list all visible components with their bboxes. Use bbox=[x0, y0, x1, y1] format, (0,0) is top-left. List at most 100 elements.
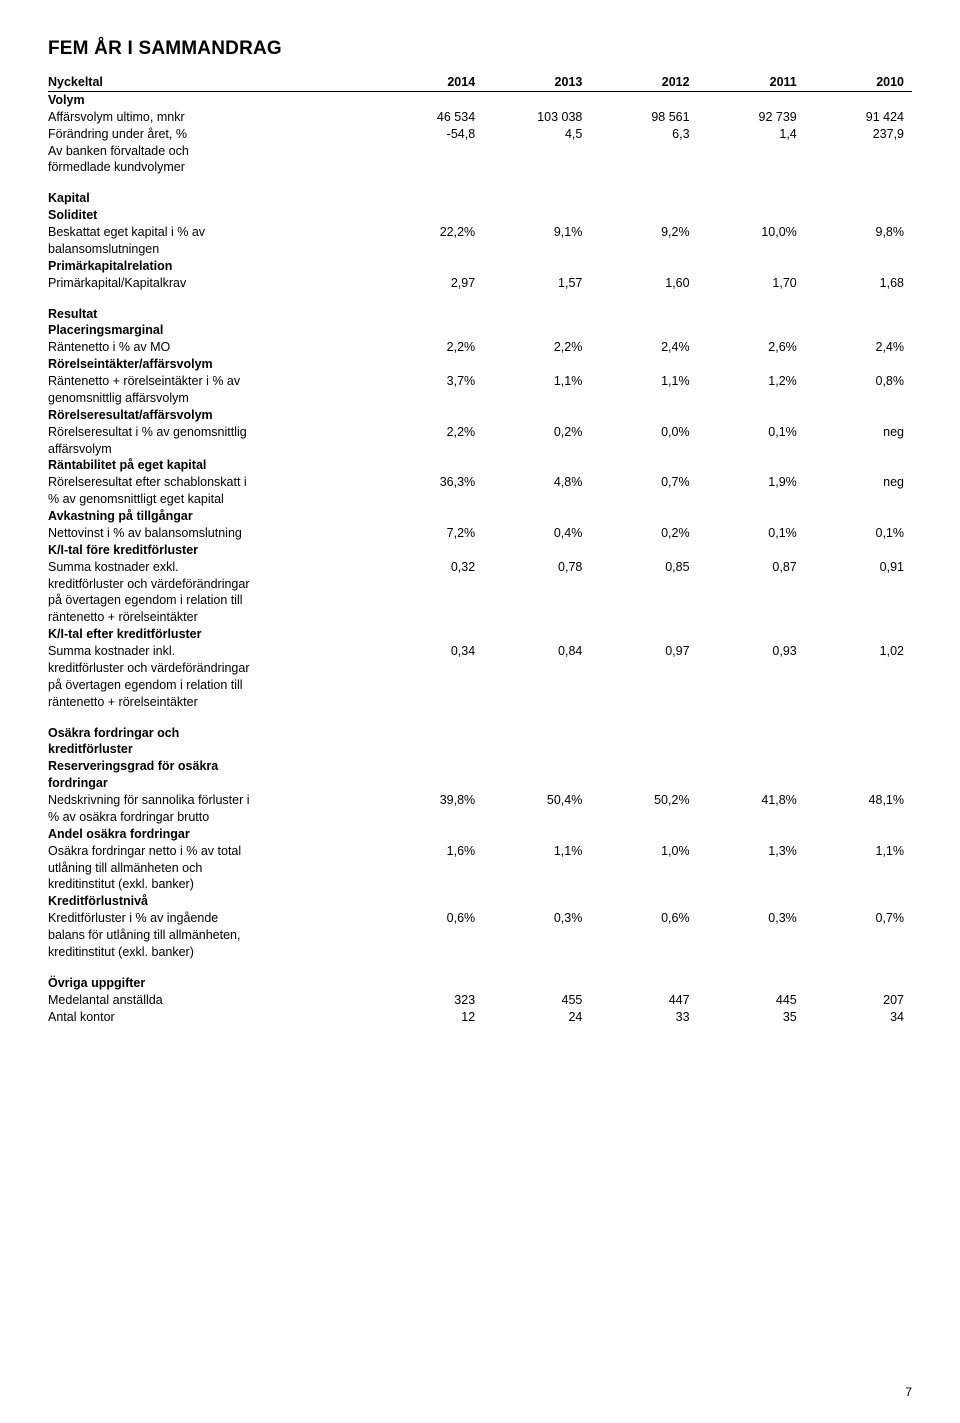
cell-value bbox=[590, 609, 697, 626]
cell-value: 447 bbox=[590, 992, 697, 1009]
cell-value bbox=[483, 258, 590, 275]
cell-value: 4,5 bbox=[483, 126, 590, 143]
table-row: kreditinstitut (exkl. banker) bbox=[48, 876, 912, 893]
cell-value: 2,97 bbox=[376, 275, 483, 292]
table-row: Nedskrivning för sannolika förluster i39… bbox=[48, 792, 912, 809]
row-label: Beskattat eget kapital i % av bbox=[48, 224, 376, 241]
cell-value: 0,93 bbox=[698, 643, 805, 660]
cell-value bbox=[805, 677, 912, 694]
table-row: Kreditförlustnivå bbox=[48, 893, 912, 910]
cell-value bbox=[590, 143, 697, 160]
cell-value bbox=[376, 143, 483, 160]
cell-value: 7,2% bbox=[376, 525, 483, 542]
table-row: K/I-tal efter kreditförluster bbox=[48, 626, 912, 643]
cell-value bbox=[376, 491, 483, 508]
cell-value bbox=[590, 576, 697, 593]
row-label: Rörelseresultat efter schablonskatt i bbox=[48, 474, 376, 491]
cell-value bbox=[590, 258, 697, 275]
cell-value bbox=[805, 322, 912, 339]
cell-value bbox=[698, 694, 805, 711]
section-heading: Resultat bbox=[48, 306, 376, 323]
cell-value bbox=[376, 592, 483, 609]
cell-value: 1,70 bbox=[698, 275, 805, 292]
col-header-year: 2012 bbox=[590, 74, 697, 91]
cell-value bbox=[376, 457, 483, 474]
cell-value bbox=[376, 775, 483, 792]
table-row: Andel osäkra fordringar bbox=[48, 826, 912, 843]
cell-value bbox=[483, 609, 590, 626]
cell-value bbox=[590, 407, 697, 424]
cell-value: 2,2% bbox=[483, 339, 590, 356]
section-heading: Kapital bbox=[48, 190, 376, 207]
row-label: Nettovinst i % av balansomslutning bbox=[48, 525, 376, 542]
row-label: K/I-tal före kreditförluster bbox=[48, 542, 376, 559]
cell-value bbox=[376, 626, 483, 643]
cell-value bbox=[698, 508, 805, 525]
cell-value: 9,1% bbox=[483, 224, 590, 241]
cell-value bbox=[698, 241, 805, 258]
cell-value bbox=[698, 258, 805, 275]
cell-value bbox=[805, 407, 912, 424]
cell-value bbox=[590, 356, 697, 373]
cell-value bbox=[805, 741, 912, 758]
row-label: % av osäkra fordringar brutto bbox=[48, 809, 376, 826]
table-row: Summa kostnader inkl.0,340,840,970,931,0… bbox=[48, 643, 912, 660]
key-figures-table: Nyckeltal20142013201220112010VolymAffärs… bbox=[48, 74, 912, 1025]
cell-value bbox=[698, 542, 805, 559]
cell-value bbox=[483, 390, 590, 407]
row-label: räntenetto + rörelseintäkter bbox=[48, 694, 376, 711]
table-row: balansomslutningen bbox=[48, 241, 912, 258]
cell-value bbox=[376, 876, 483, 893]
cell-value: 455 bbox=[483, 992, 590, 1009]
row-label: % av genomsnittligt eget kapital bbox=[48, 491, 376, 508]
section-heading: Övriga uppgifter bbox=[48, 975, 376, 992]
cell-value: -54,8 bbox=[376, 126, 483, 143]
row-label: balansomslutningen bbox=[48, 241, 376, 258]
cell-value bbox=[698, 809, 805, 826]
row-label: förmedlade kundvolymer bbox=[48, 159, 376, 176]
cell-value: 1,57 bbox=[483, 275, 590, 292]
cell-value bbox=[483, 725, 590, 742]
cell-value bbox=[483, 143, 590, 160]
table-row: räntenetto + rörelseintäkter bbox=[48, 694, 912, 711]
cell-value bbox=[590, 775, 697, 792]
row-label: Antal kontor bbox=[48, 1009, 376, 1026]
row-label: Affärsvolym ultimo, mnkr bbox=[48, 109, 376, 126]
cell-value bbox=[805, 190, 912, 207]
col-header-year: 2013 bbox=[483, 74, 590, 91]
cell-value: 0,84 bbox=[483, 643, 590, 660]
cell-value bbox=[483, 91, 590, 108]
cell-value bbox=[376, 741, 483, 758]
row-label: på övertagen egendom i relation till bbox=[48, 592, 376, 609]
cell-value bbox=[698, 390, 805, 407]
cell-value bbox=[590, 741, 697, 758]
cell-value bbox=[376, 860, 483, 877]
cell-value bbox=[590, 860, 697, 877]
cell-value bbox=[483, 190, 590, 207]
table-row: kreditförluster och värdeförändringar bbox=[48, 660, 912, 677]
cell-value bbox=[376, 441, 483, 458]
cell-value bbox=[805, 207, 912, 224]
cell-value bbox=[483, 694, 590, 711]
cell-value bbox=[376, 975, 483, 992]
row-label: kreditförluster och värdeförändringar bbox=[48, 576, 376, 593]
table-row: Räntenetto i % av MO2,2%2,2%2,4%2,6%2,4% bbox=[48, 339, 912, 356]
section-subheading: Soliditet bbox=[48, 207, 376, 224]
cell-value: 1,9% bbox=[698, 474, 805, 491]
cell-value bbox=[590, 725, 697, 742]
cell-value: neg bbox=[805, 424, 912, 441]
cell-value bbox=[698, 143, 805, 160]
cell-value bbox=[590, 322, 697, 339]
cell-value bbox=[805, 491, 912, 508]
cell-value: 41,8% bbox=[698, 792, 805, 809]
cell-value bbox=[805, 876, 912, 893]
row-label: Kreditförlustnivå bbox=[48, 893, 376, 910]
cell-value: 4,8% bbox=[483, 474, 590, 491]
table-row: Av banken förvaltade och bbox=[48, 143, 912, 160]
cell-value bbox=[376, 758, 483, 775]
cell-value bbox=[698, 677, 805, 694]
row-label: genomsnittlig affärsvolym bbox=[48, 390, 376, 407]
cell-value bbox=[698, 826, 805, 843]
cell-value: 1,1% bbox=[590, 373, 697, 390]
cell-value bbox=[483, 944, 590, 961]
